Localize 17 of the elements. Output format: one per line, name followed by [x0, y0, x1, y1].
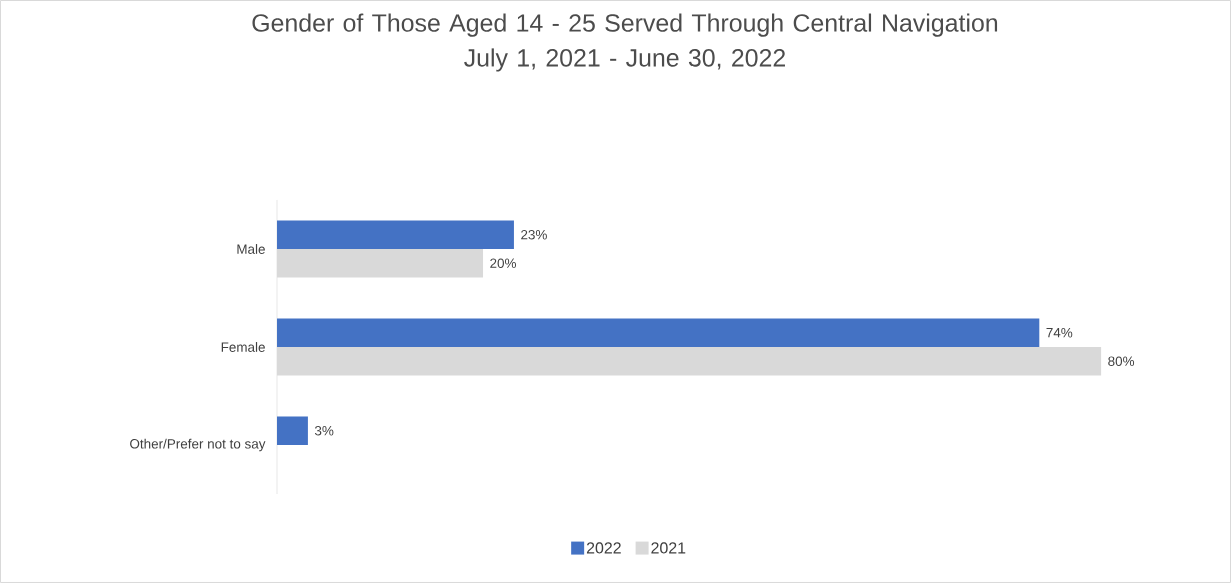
data-label: 20%: [490, 258, 516, 268]
bar: [277, 248, 484, 278]
chart-title: Gender of Those Aged 14 - 25 Served Through Central Navigation: [252, 13, 998, 37]
data-label: 3%: [314, 425, 334, 436]
bar: [277, 318, 1040, 347]
y-tick-label: Male: [237, 244, 265, 254]
bar: [277, 416, 308, 445]
data-label: 23%: [521, 229, 547, 240]
data-label: 74%: [1046, 328, 1073, 338]
y-tick-label: Female: [221, 342, 265, 352]
bar: [277, 346, 1102, 376]
legend-label: 2022: [586, 542, 621, 554]
bar: [277, 220, 514, 249]
y-tick-label: Other/Prefer not to say: [130, 438, 266, 452]
chart-subtitle: July 1, 2021 - June 30, 2022: [464, 48, 785, 72]
data-label: 80%: [1108, 356, 1135, 366]
legend-label: 2021: [651, 542, 686, 554]
